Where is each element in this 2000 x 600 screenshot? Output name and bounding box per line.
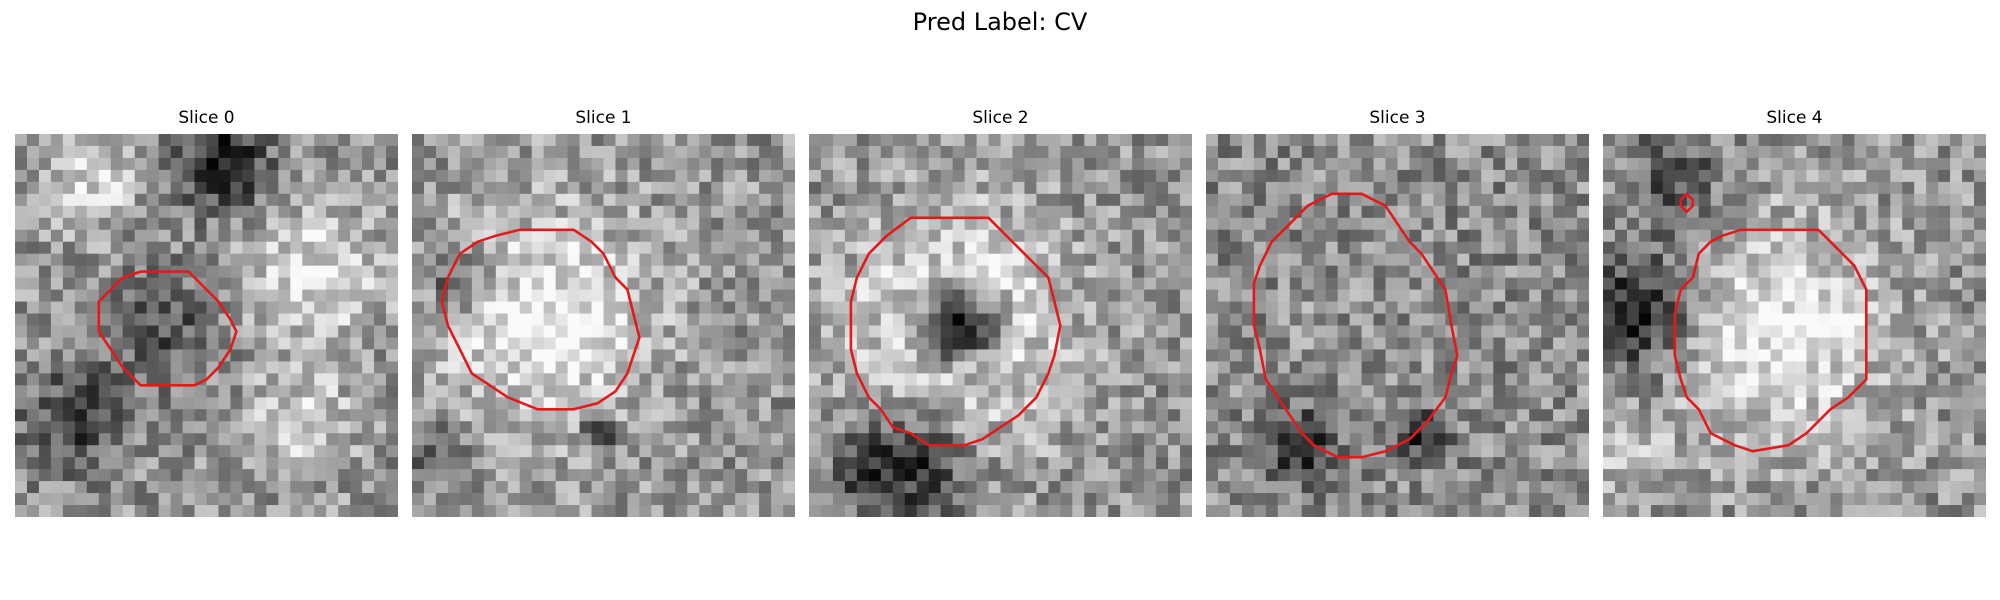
slice-title: Slice 0 <box>178 108 235 128</box>
segmentation-contour <box>440 228 641 411</box>
slice-image <box>1206 134 1589 517</box>
small-segmentation-contour <box>1679 192 1695 214</box>
slice-title: Slice 3 <box>1369 108 1426 128</box>
slice-image <box>1603 134 1986 517</box>
figure-title: Pred Label: CV <box>912 8 1088 36</box>
slice-image <box>809 134 1192 517</box>
slice-image <box>15 134 398 517</box>
segmentation-contour <box>849 216 1062 447</box>
segmentation-contour <box>1673 228 1868 453</box>
segmentation-contour <box>1252 192 1459 459</box>
segmentation-contour <box>97 270 238 387</box>
slice-title: Slice 1 <box>575 108 632 128</box>
slice-title: Slice 2 <box>972 108 1029 128</box>
slice-title: Slice 4 <box>1766 108 1823 128</box>
slice-image <box>412 134 795 517</box>
